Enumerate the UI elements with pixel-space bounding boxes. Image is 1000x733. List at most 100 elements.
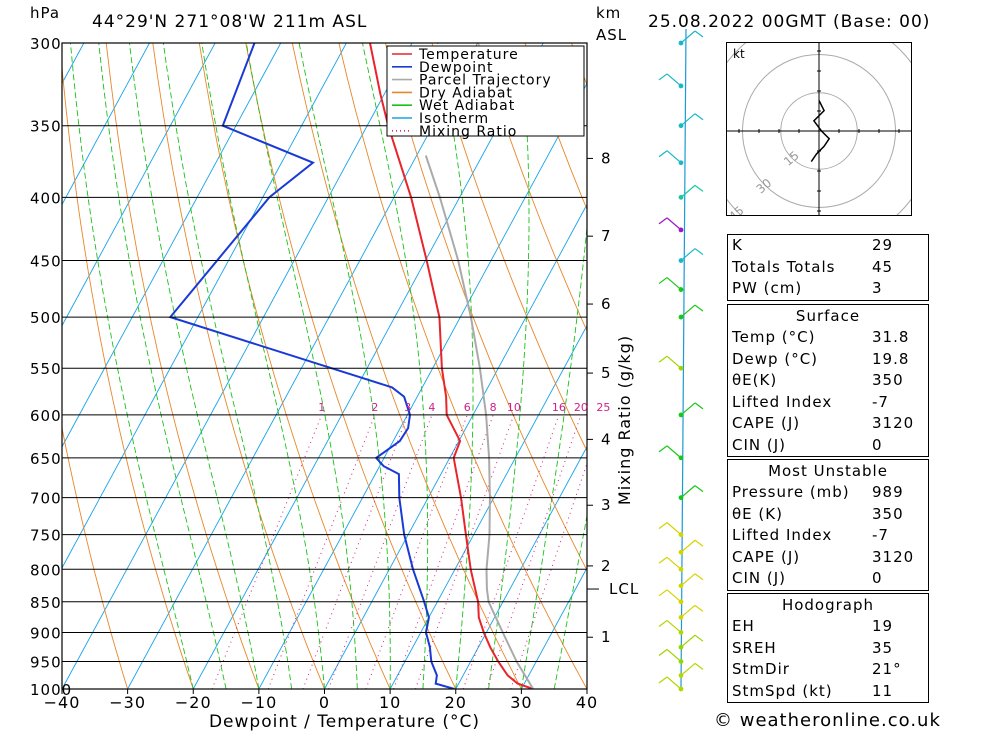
wind-barb <box>658 150 684 166</box>
surface-table: Surface Temp (°C) 31.8 Dewp (°C) 19.8 θE(K… <box>727 304 929 457</box>
wind-barb-flag <box>658 522 668 530</box>
wind-barb-flag <box>658 445 668 453</box>
dry-adiabat-line <box>711 43 720 689</box>
wind-barb <box>678 573 704 589</box>
legend-entry: Temperature <box>418 47 519 63</box>
wind-barb-flag <box>658 355 668 363</box>
mu-cin-value: 0 <box>872 569 883 587</box>
wind-barb-flag <box>694 634 704 642</box>
isotherm-line <box>0 43 18 689</box>
mixing-ratio-line <box>462 414 560 689</box>
height-tick-label: 3 <box>601 496 611 514</box>
pressure-unit-label: hPa <box>30 4 61 22</box>
height-tick-label: 6 <box>601 295 611 313</box>
temperature-profile <box>369 43 534 689</box>
mixing-ratio-label: 20 <box>574 401 588 414</box>
mixing-ratio-label: 16 <box>552 401 566 414</box>
surface-li-label: Lifted Index <box>732 392 833 411</box>
mu-pressure-value: 989 <box>872 483 904 501</box>
wet-adiabat-line <box>129 43 260 689</box>
wind-barb-staff <box>666 355 682 369</box>
wind-barb <box>678 30 704 46</box>
wind-barb <box>678 113 704 129</box>
pressure-tick-label: 400 <box>30 189 62 207</box>
wind-barb-staff <box>680 662 696 676</box>
datetime-title: 25.08.2022 00GMT (Base: 00) <box>648 12 931 32</box>
pressure-tick-label: 900 <box>30 624 62 642</box>
wind-barb-flag <box>658 277 668 285</box>
wind-barb <box>678 304 704 320</box>
height-tick-label: 1 <box>601 628 611 646</box>
wind-barb-flag <box>694 539 704 547</box>
surface-thetae-value: 350 <box>872 371 904 389</box>
wind-barb-staff <box>666 676 682 690</box>
eh-value: 19 <box>872 617 894 635</box>
wind-barb <box>678 539 704 555</box>
wind-barb <box>658 619 684 635</box>
dry-adiabat-line <box>338 43 587 689</box>
wind-barb-staff <box>666 649 682 662</box>
isotherm-line <box>324 203 587 689</box>
stmspd-label: StmSpd (kt) <box>732 681 833 700</box>
mixing-ratio-label: 25 <box>596 401 610 414</box>
credit-link[interactable]: © weatheronline.co.uk <box>714 710 941 731</box>
mu-cape-value: 3120 <box>872 547 915 566</box>
wind-barb-staff <box>680 113 696 127</box>
pw-row: PW (cm) 3 <box>728 278 928 300</box>
wind-barb-flag <box>658 556 668 564</box>
wind-barb <box>658 445 684 461</box>
dry-adiabat-line <box>665 43 721 689</box>
isotherm-line <box>62 43 413 689</box>
wind-barb-flag <box>694 304 704 312</box>
height-tick-label: 7 <box>601 227 611 245</box>
surface-temp-value: 31.8 <box>872 328 910 346</box>
skew-t-diagram: 3003504004505005506006507007508008509009… <box>0 28 721 732</box>
x-tick-label: 10 <box>379 693 401 712</box>
x-tick-label: −10 <box>240 693 277 712</box>
mixing-ratio-label: 6 <box>464 401 471 414</box>
pressure-tick-label: 550 <box>30 360 62 378</box>
pressure-tick-label: 700 <box>30 490 62 508</box>
wet-adiabat-line <box>201 43 325 689</box>
isotherm-line <box>455 445 587 689</box>
wind-barb <box>678 634 704 650</box>
pressure-tick-label: 300 <box>30 35 62 53</box>
wind-barb-staff <box>666 73 682 87</box>
x-tick-label: −20 <box>175 693 212 712</box>
hodograph-panel: 15 30 45 kt <box>703 15 935 247</box>
mixing-ratio-label: 1 <box>318 401 325 414</box>
wind-barb-staff <box>680 184 696 198</box>
surface-thetae-label: θE(K) <box>732 371 778 389</box>
mixing-ratio-line <box>393 414 494 689</box>
pressure-tick-label: 750 <box>30 527 62 545</box>
x-tick-label: 40 <box>576 693 598 712</box>
totals-totals-row: Totals Totals 45 <box>728 257 928 279</box>
dry-adiabat-line <box>571 43 587 87</box>
legend-box <box>386 45 585 137</box>
mixing-ratio-label: 3 <box>404 401 411 414</box>
legend-entry: Isotherm <box>419 111 489 127</box>
height-unit-km: km <box>596 4 622 22</box>
pressure-tick-label: 350 <box>30 118 62 136</box>
surface-cin-label: CIN (J) <box>732 435 787 454</box>
x-tick-label: −40 <box>44 693 81 712</box>
pw-label: PW (cm) <box>732 279 803 297</box>
pressure-tick-label: 800 <box>30 561 62 579</box>
surface-li-value: -7 <box>872 392 889 411</box>
surface-cape-label: CAPE (J) <box>732 414 801 432</box>
mixing-ratio-line <box>414 414 515 689</box>
x-tick-label: −30 <box>109 693 146 712</box>
surface-title: Surface <box>795 307 861 325</box>
wind-barb-flag <box>694 113 704 121</box>
legend-entry: Dewpoint <box>419 60 494 76</box>
pressure-tick-label: 1000 <box>30 681 72 699</box>
stmdir-value: 21° <box>872 660 902 678</box>
wind-barb-flag <box>694 184 704 192</box>
dry-adiabat-line <box>105 43 260 689</box>
hodograph-ring-label: 15 <box>781 148 802 169</box>
mixing-ratio-line <box>365 414 468 689</box>
dewpoint-profile <box>168 43 455 689</box>
wet-adiabat-line <box>553 513 587 689</box>
stmdir-label: StmDir <box>732 660 790 678</box>
x-tick-label: 30 <box>510 693 532 712</box>
